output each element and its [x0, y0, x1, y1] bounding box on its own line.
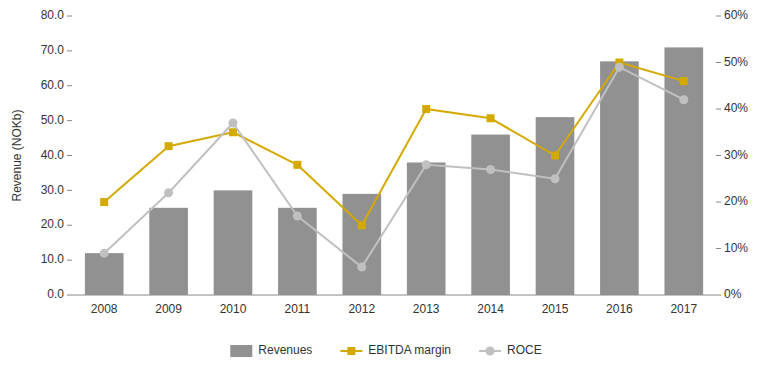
- marker: [487, 114, 495, 122]
- bar: [600, 61, 639, 295]
- x-tick-label: 2017: [670, 302, 697, 316]
- y-tick-label: 20.0: [41, 217, 65, 231]
- legend-marker: [347, 347, 355, 355]
- y-tick: [67, 50, 72, 51]
- legend-label: EBITDA margin: [368, 343, 451, 357]
- x-tick-label: 2014: [477, 302, 504, 316]
- y2-tick-label: 20%: [724, 194, 748, 208]
- y2-axis: 0% 10% 20% 30% 40% 50% 60%: [716, 8, 748, 301]
- marker: [229, 128, 237, 136]
- y2-tick: [716, 109, 721, 110]
- marker: [165, 142, 173, 150]
- y2-tick-label: 60%: [724, 8, 748, 22]
- y-tick-label: 80.0: [41, 8, 65, 22]
- legend: Revenues EBITDA margin ROCE: [230, 343, 541, 357]
- marker: [679, 95, 688, 104]
- y-tick: [67, 295, 72, 296]
- y-tick-label: 40.0: [41, 148, 65, 162]
- legend-label: ROCE: [507, 343, 542, 357]
- y-tick-label: 70.0: [41, 43, 65, 57]
- y-axis-label: Revenue (NOKb): [10, 109, 24, 201]
- bar: [536, 117, 575, 295]
- y2-tick-label: 40%: [724, 101, 748, 115]
- marker: [293, 161, 301, 169]
- legend-item: ROCE: [479, 343, 542, 357]
- bar: [471, 135, 510, 295]
- marker: [100, 249, 109, 258]
- y-tick: [67, 16, 72, 17]
- legend-swatch: [230, 345, 252, 357]
- bar: [664, 47, 703, 295]
- marker: [164, 188, 173, 197]
- y-tick-label: 60.0: [41, 78, 65, 92]
- y-tick: [67, 260, 72, 261]
- y2-tick-label: 30%: [724, 148, 748, 162]
- line: [104, 67, 684, 267]
- background: [0, 0, 772, 373]
- x-tick-label: 2011: [284, 302, 310, 316]
- legend-item: EBITDA margin: [340, 343, 451, 357]
- y2-tick-label: 10%: [724, 241, 748, 255]
- y-tick: [67, 85, 72, 86]
- marker: [551, 174, 560, 183]
- marker: [486, 165, 495, 174]
- y2-tick: [716, 295, 721, 296]
- y-tick: [67, 225, 72, 226]
- y2-tick: [716, 62, 721, 63]
- x-axis: 2008 2009 2010 2011 2012 2013 2014 2015 2016 2017: [72, 295, 716, 316]
- marker: [100, 198, 108, 206]
- chart: 0.0 10.0 20.0 30.0 40.0 50.0 60.0 70.0 80.0 Reven…: [0, 0, 772, 373]
- legend-item: Revenues: [230, 343, 312, 357]
- series-line: [100, 63, 689, 272]
- marker: [357, 263, 366, 272]
- y2-tick-label: 0%: [724, 287, 742, 301]
- y-axis: 0.0 10.0 20.0 30.0 40.0 50.0 60.0 70.0 80.0: [41, 8, 72, 301]
- y-tick: [67, 155, 72, 156]
- x-tick-label: 2013: [413, 302, 440, 316]
- marker: [422, 105, 430, 113]
- marker: [293, 211, 302, 220]
- bar: [407, 162, 446, 295]
- plot-area: [85, 47, 703, 295]
- y2-tick: [716, 248, 721, 249]
- y-tick-label: 30.0: [41, 183, 65, 197]
- legend-marker: [486, 347, 495, 356]
- bar: [149, 208, 188, 295]
- y-tick-label: 50.0: [41, 113, 65, 127]
- y-tick: [67, 120, 72, 121]
- x-tick-label: 2015: [542, 302, 569, 316]
- marker: [229, 118, 238, 127]
- y-tick: [67, 190, 72, 191]
- x-tick-label: 2016: [606, 302, 633, 316]
- bar: [214, 190, 253, 295]
- y2-tick: [716, 202, 721, 203]
- series-line: [100, 59, 688, 230]
- y2-tick: [716, 16, 721, 17]
- x-tick-label: 2008: [91, 302, 118, 316]
- y-tick-label: 10.0: [41, 252, 65, 266]
- y2-tick: [716, 155, 721, 156]
- series-bar: [85, 47, 703, 295]
- marker: [358, 221, 366, 229]
- y-tick-label: 0.0: [47, 287, 64, 301]
- marker: [551, 152, 559, 160]
- x-tick-label: 2012: [348, 302, 375, 316]
- line: [104, 63, 684, 226]
- bar: [278, 208, 317, 295]
- marker: [680, 77, 688, 85]
- legend-label: Revenues: [258, 343, 312, 357]
- marker: [615, 63, 624, 72]
- x-tick-label: 2010: [220, 302, 247, 316]
- bar: [85, 253, 124, 295]
- x-tick-label: 2009: [155, 302, 182, 316]
- marker: [422, 160, 431, 169]
- y2-tick-label: 50%: [724, 55, 748, 69]
